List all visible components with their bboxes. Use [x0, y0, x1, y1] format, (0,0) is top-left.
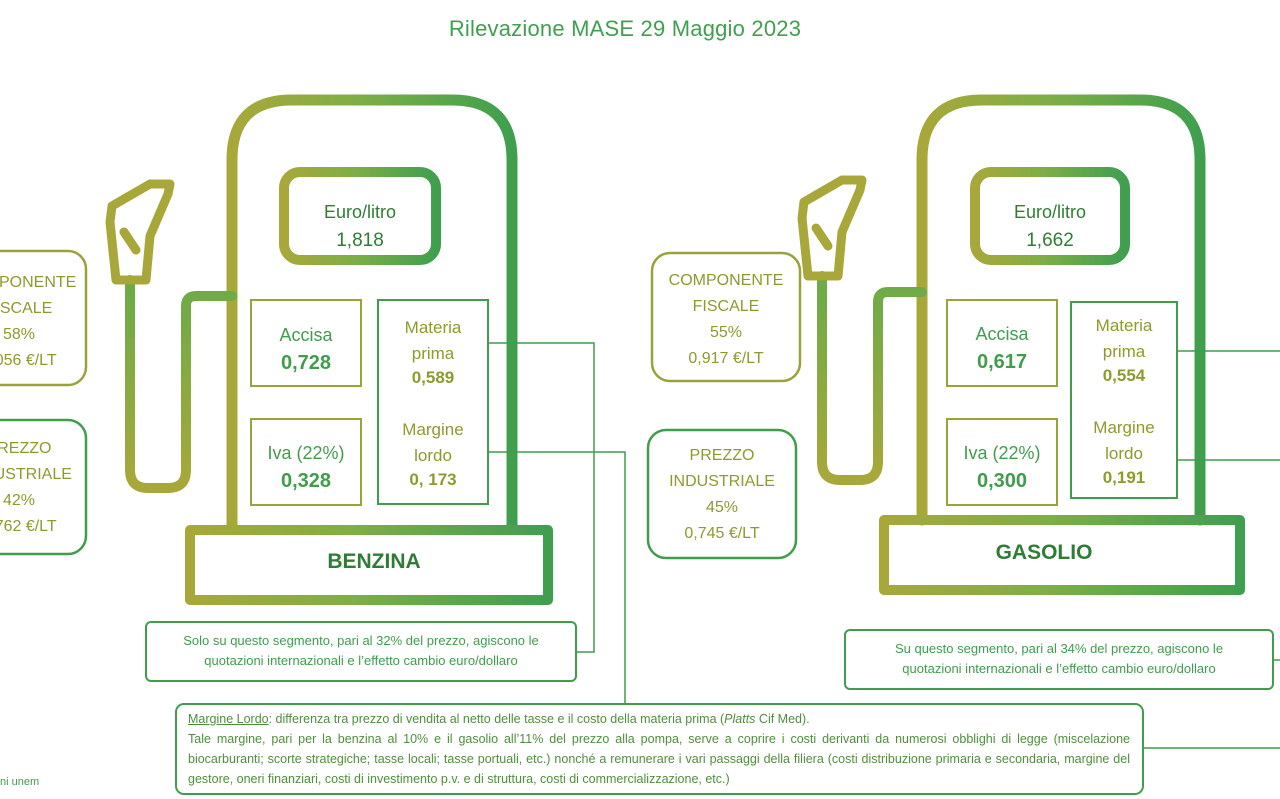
benzina-materia-label: Materia prima	[378, 315, 488, 367]
footnote-platts: Platts	[724, 712, 756, 726]
gasolio-segment-note-2: quotazioni internazionali e l’effetto ca…	[902, 661, 1216, 676]
benzina-materia-label-1: Materia	[404, 318, 462, 337]
gasolio-fiscale-line1: COMPONENTE	[668, 272, 784, 289]
gasolio-iva-value: 0,300	[976, 470, 1028, 492]
gasolio-fiscale-amount: 0,917 €/LT	[688, 350, 764, 367]
benzina-iva-label: Iva (22%)	[267, 443, 345, 463]
benzina-segment-note-2: quotazioni internazionali e l’effetto ca…	[204, 653, 518, 668]
benzina-materia-value: 0,589	[411, 368, 455, 387]
benzina-industriale-pct: 42%	[2, 492, 36, 509]
benzina-industriale-line1: PREZZO	[0, 440, 52, 457]
margine-lordo-footnote: Margine Lordo: differenza tra prezzo di …	[188, 709, 1130, 789]
benzina-fiscale-line1: COMPONENTE	[0, 274, 77, 291]
gasolio-materia-label-2: prima	[1102, 342, 1146, 361]
gasolio-materia-value: 0,554	[1102, 366, 1146, 385]
gasolio-materia-label: Materia prima	[1071, 313, 1177, 365]
benzina-fuel-label: BENZINA	[327, 550, 421, 573]
gasolio-price-label: Euro/litro	[1013, 202, 1087, 222]
source-label: ni unem	[0, 776, 40, 788]
benzina-price-value: 1,818	[336, 230, 384, 251]
gasolio-fiscale-pct: 55%	[709, 324, 743, 341]
gasolio-iva-label: Iva (22%)	[963, 443, 1041, 463]
benzina-margine-label-1: Margine	[402, 420, 464, 439]
footnote-term: Margine Lordo	[188, 712, 269, 726]
gasolio-industriale-line1: PREZZO	[689, 447, 755, 464]
gasolio-segment-note: Su questo segmento, pari al 34% del prez…	[845, 639, 1273, 679]
footnote-def-part1: : differenza tra prezzo di vendita al ne…	[268, 712, 725, 726]
gasolio-margine-label-2: lordo	[1105, 444, 1143, 463]
gasolio-materia-label-1: Materia	[1095, 316, 1153, 335]
footnote-body: Tale margine, pari per la benzina al 10%…	[188, 732, 1130, 786]
gasolio-industriale-line2: INDUSTRIALE	[669, 473, 775, 490]
gasolio-margine-value: 0,191	[1102, 468, 1146, 487]
benzina-segment-note: Solo su questo segmento, pari al 32% del…	[146, 631, 576, 671]
gasolio-margine-label-1: Margine	[1093, 418, 1155, 437]
benzina-industriale-line2: INDUSTRIALE	[0, 466, 72, 483]
benzina-fiscale-box: COMPONENTE FISCALE 58% 1,056 €/LT	[0, 270, 86, 374]
gasolio-fiscale-line2: FISCALE	[692, 298, 760, 315]
benzina-industriale-box: PREZZO INDUSTRIALE 42% 0,762 €/LT	[0, 436, 86, 540]
gasolio-accisa-label: Accisa	[975, 324, 1029, 344]
benzina-iva-value: 0,328	[280, 470, 332, 492]
benzina-price-label: Euro/litro	[323, 202, 397, 222]
gasolio-fiscale-box: COMPONENTE FISCALE 55% 0,917 €/LT	[652, 268, 800, 372]
gasolio-industriale-pct: 45%	[705, 499, 739, 516]
benzina-margine-value: 0, 173	[409, 470, 457, 489]
benzina-industriale-amount: 0,762 €/LT	[0, 518, 57, 535]
gasolio-margine-label: Margine lordo	[1071, 415, 1177, 467]
benzina-margine-label: Margine lordo	[378, 417, 488, 469]
benzina-margine-label-2: lordo	[414, 446, 452, 465]
gasolio-price-value: 1,662	[1026, 230, 1074, 251]
footnote-def-part2: Cif Med).	[755, 712, 810, 726]
benzina-segment-note-1: Solo su questo segmento, pari al 32% del…	[183, 633, 539, 648]
benzina-fiscale-pct: 58%	[2, 326, 36, 343]
benzina-fiscale-amount: 1,056 €/LT	[0, 352, 57, 369]
benzina-accisa-label: Accisa	[279, 325, 333, 345]
gasolio-fuel-label: GASOLIO	[995, 541, 1093, 564]
gasolio-industriale-box: PREZZO INDUSTRIALE 45% 0,745 €/LT	[648, 443, 796, 547]
benzina-fiscale-line2: FISCALE	[0, 300, 53, 317]
gasolio-segment-note-1: Su questo segmento, pari al 34% del prez…	[894, 641, 1224, 656]
benzina-pump-icon	[105, 94, 553, 605]
benzina-accisa-value: 0,728	[280, 352, 332, 374]
gasolio-pump-icon	[797, 94, 1245, 595]
footnote-definition: Margine Lordo: differenza tra prezzo di …	[188, 709, 1130, 729]
benzina-materia-label-2: prima	[411, 344, 455, 363]
gasolio-accisa-value: 0,617	[976, 351, 1028, 373]
gasolio-industriale-amount: 0,745 €/LT	[684, 525, 760, 542]
page-title: Rilevazione MASE 29 Maggio 2023	[448, 16, 802, 41]
